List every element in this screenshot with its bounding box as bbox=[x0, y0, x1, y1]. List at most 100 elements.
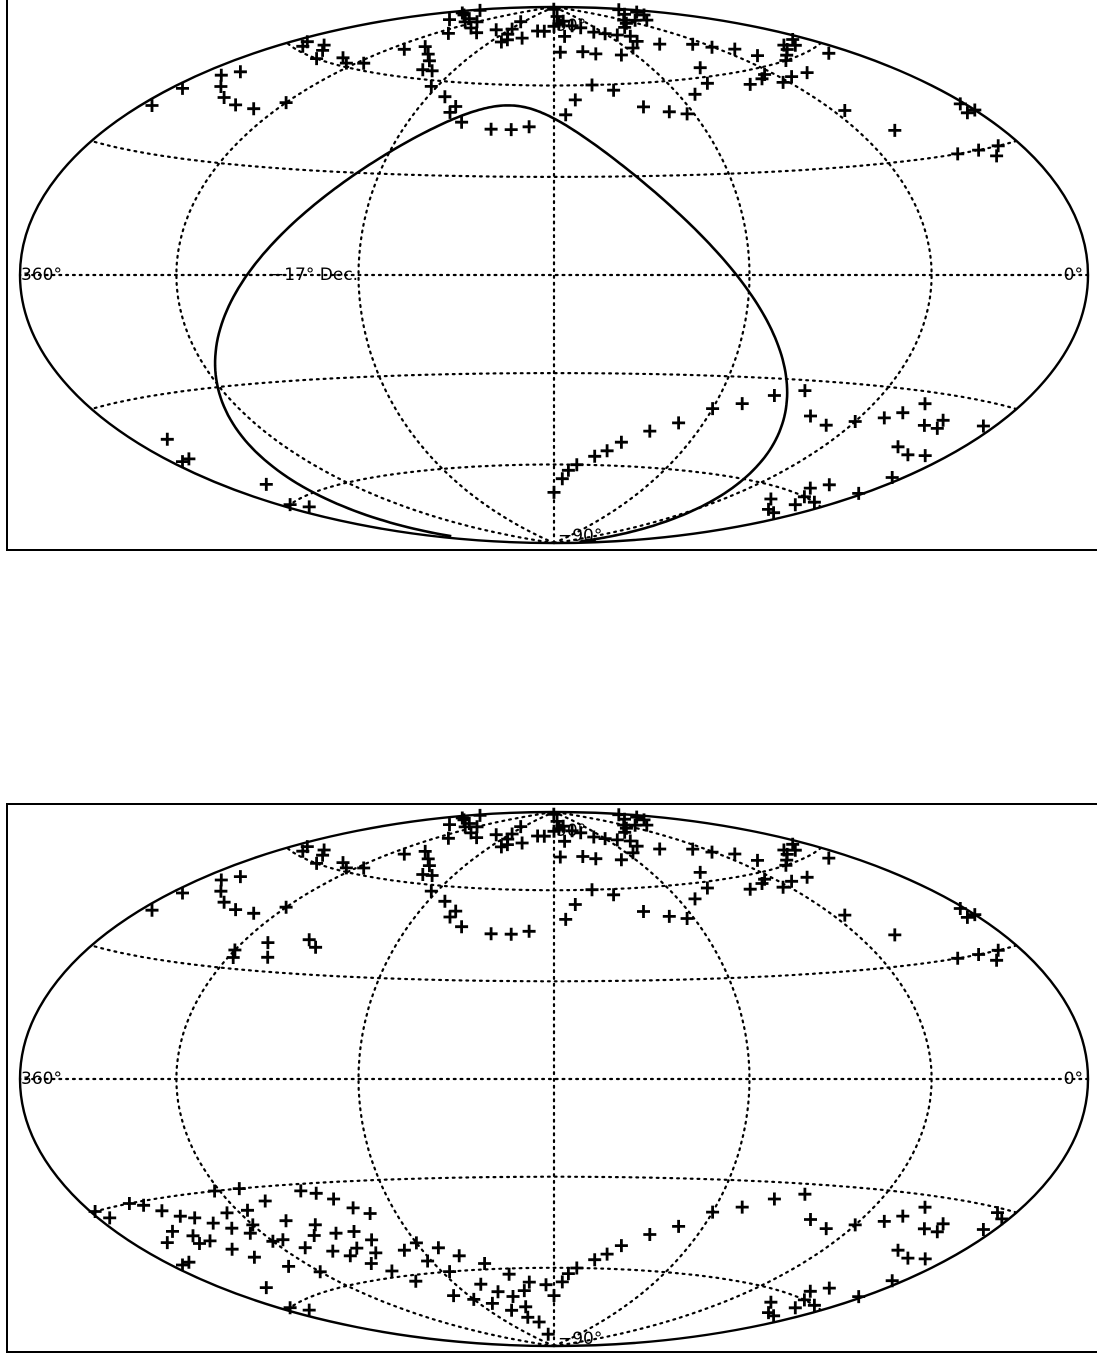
source-marker bbox=[473, 808, 487, 822]
source-marker bbox=[706, 402, 720, 416]
source-marker bbox=[822, 46, 836, 60]
source-marker bbox=[585, 78, 599, 92]
source-marker bbox=[88, 1205, 102, 1218]
source-marker bbox=[485, 1296, 499, 1310]
source-marker bbox=[990, 149, 1004, 163]
source-marker bbox=[247, 1250, 261, 1264]
source-marker bbox=[559, 108, 573, 122]
source-marker bbox=[247, 102, 261, 116]
source-marker bbox=[553, 850, 567, 864]
source-marker bbox=[103, 1211, 117, 1225]
source-marker bbox=[991, 943, 1005, 957]
source-marker bbox=[365, 1233, 379, 1247]
source-marker bbox=[515, 31, 529, 45]
source-marker bbox=[329, 1226, 343, 1240]
source-marker bbox=[614, 1239, 628, 1253]
source-marker bbox=[700, 881, 714, 895]
source-marker bbox=[176, 886, 189, 900]
source-marker bbox=[409, 1236, 423, 1250]
label-ra-left: 360° bbox=[21, 265, 62, 285]
source-marker bbox=[561, 463, 575, 477]
sky-map-top-panel: 90° −90° 360° 0° −17° Dec. bbox=[6, 0, 1097, 551]
source-marker bbox=[522, 120, 536, 134]
source-marker bbox=[576, 45, 590, 59]
source-marker bbox=[797, 490, 811, 504]
source-marker bbox=[504, 123, 518, 137]
source-marker bbox=[918, 397, 932, 411]
source-marker bbox=[797, 1293, 811, 1307]
source-marker bbox=[610, 833, 624, 847]
source-marker bbox=[930, 421, 944, 435]
source-marker bbox=[422, 859, 436, 873]
source-marker bbox=[458, 15, 472, 29]
source-marker bbox=[484, 927, 498, 941]
source-marker bbox=[327, 1192, 341, 1206]
source-marker bbox=[226, 951, 240, 964]
source-marker bbox=[418, 844, 432, 858]
source-marker bbox=[960, 106, 974, 120]
source-marker bbox=[449, 904, 463, 918]
source-marker bbox=[266, 1234, 280, 1248]
source-marker bbox=[316, 848, 330, 862]
source-marker bbox=[555, 1275, 569, 1289]
source-marker bbox=[283, 1301, 297, 1315]
source-marker bbox=[960, 910, 974, 924]
source-marker bbox=[767, 1192, 781, 1206]
source-marker bbox=[758, 872, 772, 886]
source-marker bbox=[547, 2, 561, 16]
source-marker bbox=[901, 448, 915, 462]
source-marker bbox=[504, 927, 518, 941]
source-marker bbox=[968, 103, 982, 117]
source-marker bbox=[313, 1265, 327, 1279]
source-marker bbox=[686, 37, 700, 51]
grid-meridian-240 bbox=[357, 810, 556, 1348]
source-marker bbox=[438, 90, 452, 104]
source-marker bbox=[559, 912, 573, 926]
source-marker bbox=[517, 1284, 531, 1298]
source-marker bbox=[145, 903, 159, 917]
dec-limit-curve bbox=[213, 104, 789, 543]
source-marker bbox=[803, 481, 817, 495]
source-marker bbox=[822, 851, 836, 865]
source-marker bbox=[936, 1217, 950, 1231]
source-marker bbox=[310, 52, 324, 66]
source-marker bbox=[343, 1249, 357, 1263]
source-marker bbox=[565, 19, 579, 33]
source-marker bbox=[643, 1228, 657, 1241]
source-marker bbox=[917, 418, 931, 432]
source-marker bbox=[852, 1290, 866, 1304]
source-marker bbox=[688, 87, 702, 101]
source-marker bbox=[556, 819, 570, 833]
source-marker bbox=[424, 884, 438, 898]
source-marker bbox=[220, 1206, 234, 1220]
source-marker bbox=[243, 1226, 257, 1240]
source-marker bbox=[261, 950, 275, 964]
source-marker bbox=[776, 75, 790, 89]
source-marker bbox=[838, 104, 852, 117]
source-marker bbox=[626, 41, 640, 55]
source-marker bbox=[838, 908, 852, 922]
source-marker bbox=[302, 1303, 316, 1317]
source-marker bbox=[600, 444, 614, 458]
source-marker bbox=[241, 1203, 254, 1217]
source-marker bbox=[455, 115, 469, 129]
source-marker bbox=[474, 1277, 488, 1291]
source-marker bbox=[705, 40, 719, 54]
source-marker bbox=[623, 29, 637, 43]
source-marker bbox=[588, 449, 602, 463]
source-marker bbox=[500, 33, 514, 47]
source-marker bbox=[515, 836, 529, 850]
source-marker bbox=[443, 13, 456, 27]
source-marker bbox=[990, 953, 1004, 967]
source-marker bbox=[662, 909, 676, 923]
source-marker bbox=[232, 1182, 246, 1196]
source-marker bbox=[326, 1244, 340, 1258]
source-marker bbox=[217, 91, 231, 104]
source-marker bbox=[614, 48, 628, 62]
source-marker bbox=[441, 831, 455, 845]
source-marker bbox=[751, 49, 764, 63]
source-marker bbox=[473, 3, 487, 17]
source-marker bbox=[568, 898, 582, 911]
source-marker bbox=[803, 1284, 817, 1298]
source-marker bbox=[822, 1281, 836, 1295]
